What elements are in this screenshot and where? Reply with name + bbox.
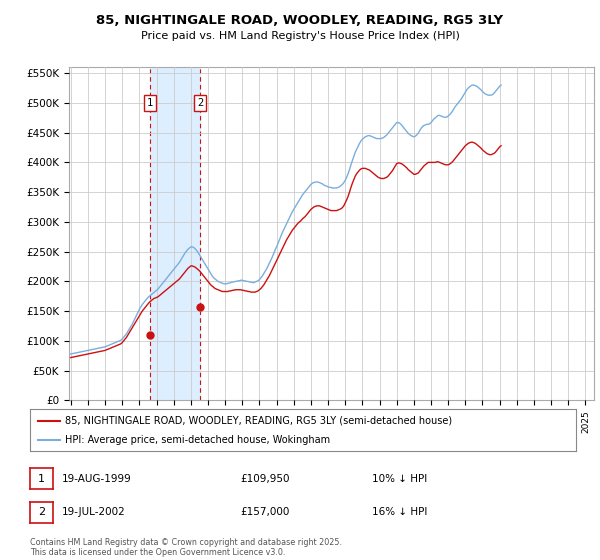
- Text: 16% ↓ HPI: 16% ↓ HPI: [372, 507, 427, 517]
- Text: 85, NIGHTINGALE ROAD, WOODLEY, READING, RG5 3LY (semi-detached house): 85, NIGHTINGALE ROAD, WOODLEY, READING, …: [65, 416, 452, 426]
- Text: £157,000: £157,000: [240, 507, 289, 517]
- Bar: [150, 67, 200, 400]
- Text: 10% ↓ HPI: 10% ↓ HPI: [372, 474, 427, 484]
- Text: HPI: Average price, semi-detached house, Wokingham: HPI: Average price, semi-detached house,…: [65, 435, 331, 445]
- Text: Contains HM Land Registry data © Crown copyright and database right 2025.
This d: Contains HM Land Registry data © Crown c…: [30, 538, 342, 557]
- Text: 1: 1: [38, 474, 45, 484]
- Text: 2: 2: [38, 507, 45, 517]
- Text: 2: 2: [197, 98, 203, 108]
- Text: 19-JUL-2002: 19-JUL-2002: [62, 507, 125, 517]
- Text: £109,950: £109,950: [240, 474, 290, 484]
- Text: 19-AUG-1999: 19-AUG-1999: [62, 474, 131, 484]
- Text: 85, NIGHTINGALE ROAD, WOODLEY, READING, RG5 3LY: 85, NIGHTINGALE ROAD, WOODLEY, READING, …: [97, 14, 503, 27]
- Text: Price paid vs. HM Land Registry's House Price Index (HPI): Price paid vs. HM Land Registry's House …: [140, 31, 460, 41]
- Text: 1: 1: [147, 98, 153, 108]
